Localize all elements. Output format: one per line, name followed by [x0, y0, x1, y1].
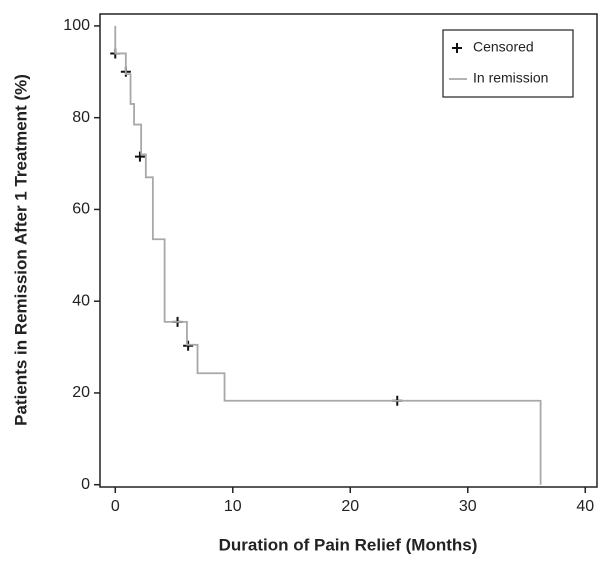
y-axis-label: Patients in Remission After 1 Treatment …: [11, 74, 30, 426]
y-tick-label: 0: [81, 476, 90, 493]
censor-mark: [183, 340, 194, 351]
legend-box: [442, 29, 574, 98]
y-tick-label: 40: [72, 292, 90, 309]
y-tick-label: 100: [63, 17, 90, 34]
y-tick-label: 60: [72, 201, 90, 218]
y-tick-label: 80: [72, 109, 90, 126]
plot-frame: [99, 13, 598, 488]
x-tick-label: 20: [341, 498, 359, 515]
x-axis-label: Duration of Pain Relief (Months): [219, 535, 478, 554]
censor-mark: [134, 151, 145, 162]
survival-line: [114, 25, 542, 485]
y-tick-label: 20: [72, 384, 90, 401]
legend-label: Censored: [473, 39, 534, 55]
x-tick-label: 40: [576, 498, 594, 515]
x-tick-label: 0: [111, 498, 120, 515]
legend-label: In remission: [473, 70, 548, 86]
censor-mark: [452, 43, 462, 53]
x-tick-label: 30: [459, 498, 477, 515]
x-tick-label: 10: [224, 498, 242, 515]
